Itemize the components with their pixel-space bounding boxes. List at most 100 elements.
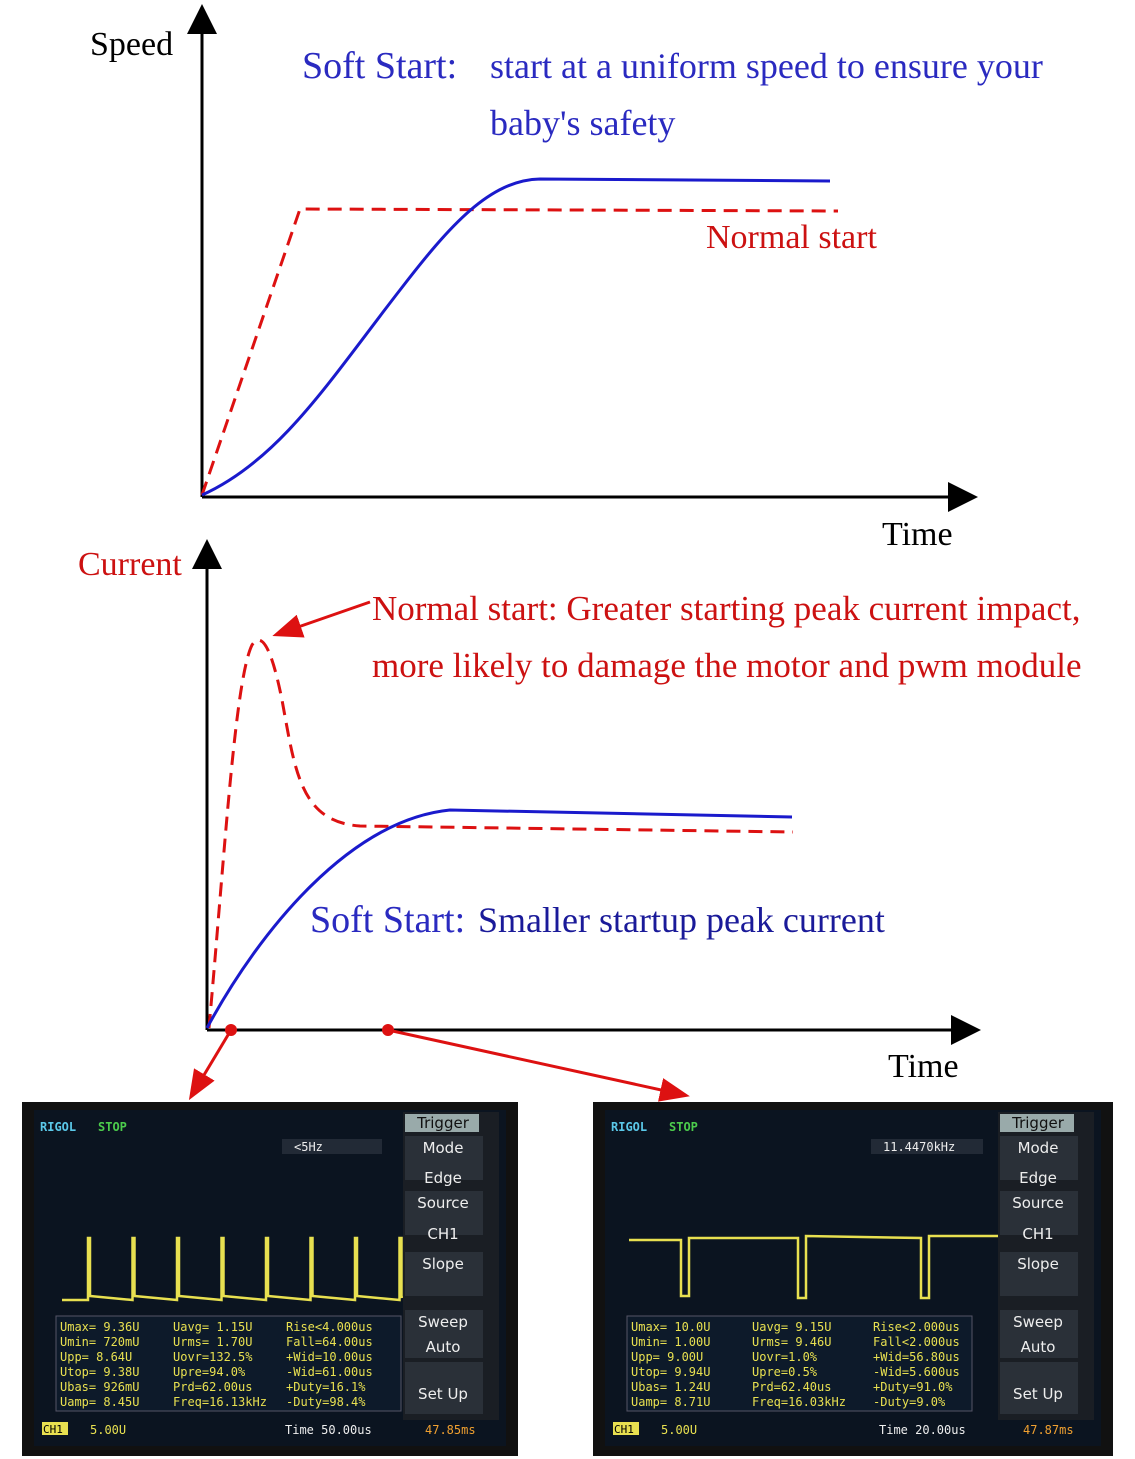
measurement: Prd=62.40us — [752, 1380, 831, 1394]
speed-chart: Speed Time Soft Start: start at a unifor… — [90, 4, 1043, 553]
menu-title — [405, 1114, 479, 1132]
measurement: Rise<4.000us — [286, 1320, 373, 1334]
menu-item: Slope — [1017, 1255, 1059, 1273]
soft-curve — [201, 177, 831, 497]
measurement: Freq=16.03kHz — [752, 1395, 846, 1409]
measurement: Upre=94.0% — [173, 1365, 246, 1379]
menu-button — [405, 1310, 483, 1358]
menu-item: CH1 — [1022, 1225, 1053, 1243]
measurement: Uavg= 1.15U — [173, 1320, 252, 1334]
menu-item: Trigger — [1011, 1114, 1065, 1132]
normal-curve — [200, 207, 839, 496]
menu-item: Auto — [426, 1338, 461, 1356]
channel: CH1 — [43, 1423, 63, 1436]
menu-item: Auto — [1021, 1338, 1056, 1356]
arrow — [387, 1028, 690, 1102]
x-label: Time — [888, 1048, 959, 1085]
timebase: Time 50.00us — [285, 1423, 372, 1437]
soft-text: baby's safety — [490, 103, 675, 143]
current-chart: Current Time Normal start: Greater start… — [78, 539, 1082, 1102]
measurement: Uovr=1.0% — [752, 1350, 818, 1364]
measurement: -Wid=5.600us — [873, 1365, 960, 1379]
menu-item: Slope — [422, 1255, 464, 1273]
waveform — [629, 1234, 1003, 1300]
status: STOP — [669, 1120, 698, 1134]
menu-button — [1000, 1136, 1078, 1180]
soft-label: Soft Start: — [310, 899, 465, 941]
channel: CH1 — [614, 1423, 634, 1436]
oscilloscope: RIGOL STOP 11.4470kHz Trigger Mode Edge Source… — [593, 1102, 1113, 1456]
measurement: Utop= 9.38U — [60, 1365, 139, 1379]
soft-curve — [205, 808, 793, 1029]
menu-button — [405, 1362, 483, 1414]
measurement: Urms= 9.46U — [752, 1335, 831, 1349]
menu-item: Source — [1012, 1194, 1064, 1212]
menu-item: Source — [417, 1194, 469, 1212]
measurement: Uovr=132.5% — [173, 1350, 253, 1364]
channel-box — [613, 1422, 639, 1435]
measurement: Fall=64.00us — [286, 1335, 373, 1349]
menu-item: Mode — [423, 1139, 464, 1157]
menu-item: Set Up — [1013, 1385, 1063, 1403]
trigger-box — [282, 1139, 382, 1154]
scale: 5.00U — [661, 1423, 697, 1437]
normal-text: more likely to damage the motor and pwm … — [372, 646, 1082, 685]
measurement: +Wid=56.80us — [873, 1350, 960, 1364]
soft-text: start at a uniform speed to ensure your — [490, 46, 1043, 86]
y-label: Current — [78, 546, 182, 583]
measurement: Umax= 9.36U — [60, 1320, 139, 1334]
measurement: Umax= 10.0U — [631, 1320, 710, 1334]
measurement: Fall<2.000us — [873, 1335, 960, 1349]
menu-button — [405, 1136, 483, 1180]
menu-item: Trigger — [416, 1114, 470, 1132]
measurement: Uavg= 9.15U — [752, 1320, 831, 1334]
trigger-freq: 11.4470kHz — [883, 1140, 955, 1154]
brand: RIGOL — [611, 1120, 647, 1134]
measurement: Umin= 1.00U — [631, 1335, 710, 1349]
timebase: Time 20.00us — [879, 1423, 966, 1437]
measurement: Uamp= 8.71U — [631, 1395, 710, 1409]
measurement: -Wid=61.00us — [286, 1365, 373, 1379]
soft-text: Smaller startup peak current — [478, 900, 885, 940]
scale: 5.00U — [90, 1423, 126, 1437]
y-label: Speed — [90, 26, 173, 63]
measurement: -Duty=9.0% — [873, 1395, 946, 1409]
measurement: +Duty=91.0% — [873, 1380, 953, 1394]
menu-button — [1000, 1252, 1078, 1296]
arrow — [272, 600, 371, 638]
channel-box — [42, 1422, 68, 1435]
menu-item: Sweep — [418, 1313, 468, 1331]
menu-button — [1000, 1362, 1078, 1414]
scopes: RIGOL STOP <5Hz Trigger Mode Edge Source CH1 Slo… — [22, 1102, 1113, 1456]
menu-button — [1000, 1191, 1078, 1235]
measure-box — [55, 1315, 402, 1412]
menu-button — [1000, 1310, 1078, 1358]
measurement: Urms= 1.70U — [173, 1335, 252, 1349]
menu-item: Edge — [1019, 1169, 1057, 1187]
measurement: Freq=16.13kHz — [173, 1395, 267, 1409]
measurement: Upre=0.5% — [752, 1365, 818, 1379]
measurement: +Wid=10.00us — [286, 1350, 373, 1364]
menu-item: Mode — [1018, 1139, 1059, 1157]
menu-item: Sweep — [1013, 1313, 1063, 1331]
normal-text: Normal start: Greater starting peak curr… — [372, 589, 1080, 628]
measurement: Utop= 9.94U — [631, 1365, 710, 1379]
menu-item: Set Up — [418, 1385, 468, 1403]
soft-label: Soft Start: — [302, 45, 457, 87]
oscilloscope: RIGOL STOP <5Hz Trigger Mode Edge Source CH1 Slo… — [22, 1102, 518, 1456]
measurement: +Duty=16.1% — [286, 1380, 366, 1394]
menu-item: Edge — [424, 1169, 462, 1187]
measurement: Umin= 720mU — [60, 1335, 139, 1349]
brand: RIGOL — [40, 1120, 76, 1134]
measurement: Upp= 9.00U — [631, 1350, 703, 1364]
menu-button — [405, 1252, 483, 1296]
offset: 47.87ms — [1023, 1423, 1074, 1437]
measurement: Rise<2.000us — [873, 1320, 960, 1334]
arrow — [188, 1029, 233, 1101]
trigger-box — [871, 1139, 983, 1154]
measurement: Ubas= 926mU — [60, 1380, 139, 1394]
measurement: Prd=62.00us — [173, 1380, 252, 1394]
status: STOP — [98, 1120, 127, 1134]
trigger-freq: <5Hz — [294, 1140, 323, 1154]
normal-curve — [207, 638, 794, 1029]
